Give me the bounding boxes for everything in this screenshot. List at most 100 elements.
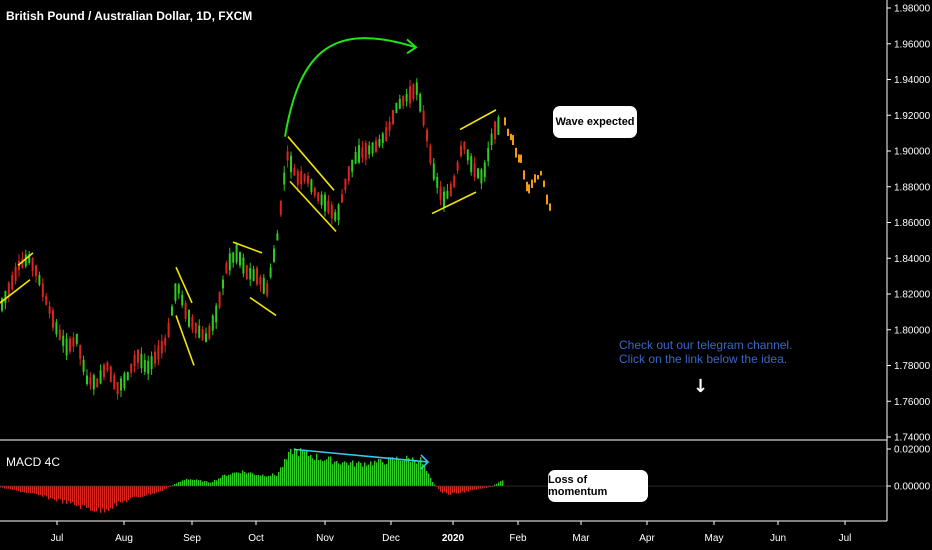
time-tick-label: Sep — [183, 533, 201, 544]
macd-bar — [168, 486, 170, 488]
candle — [181, 294, 184, 306]
macd-bar — [10, 486, 12, 490]
macd-bar — [212, 482, 214, 487]
macd-bar — [194, 479, 196, 487]
candle — [395, 102, 398, 114]
macd-bar — [430, 477, 432, 487]
candle — [35, 265, 37, 277]
macd-bar — [14, 486, 16, 490]
candle — [7, 283, 10, 297]
candle — [92, 375, 95, 390]
macd-bar — [22, 486, 24, 492]
macd-bar — [234, 472, 236, 487]
macd-bar — [398, 458, 400, 487]
macd-bar — [338, 463, 340, 487]
macd-bar — [92, 486, 94, 512]
macd-bar — [272, 473, 274, 487]
macd-bar — [220, 477, 222, 487]
candle — [320, 194, 323, 206]
time-tick-label: Mar — [572, 533, 590, 544]
macd-bar — [6, 486, 8, 489]
projection-candle — [526, 181, 528, 192]
candle — [167, 322, 170, 337]
macd-bar — [428, 473, 430, 487]
macd-bar — [316, 453, 318, 487]
macd-bar — [498, 482, 500, 487]
macd-bar — [148, 486, 150, 494]
macd-bar — [446, 486, 448, 494]
macd-bar — [396, 456, 398, 487]
price-tick-label: 1.94000 — [894, 75, 931, 86]
candle — [24, 254, 27, 267]
macd-bar — [108, 486, 110, 511]
macd-title: MACD 4C — [6, 455, 61, 469]
macd-bar — [230, 474, 232, 487]
time-tick-label: Nov — [316, 533, 334, 544]
candle — [89, 377, 92, 385]
candle — [296, 170, 299, 185]
macd-bar — [444, 486, 446, 492]
price-tick-label: 1.76000 — [894, 397, 931, 408]
macd-bar — [236, 472, 238, 487]
macd-bar — [390, 457, 392, 487]
macd-bar — [328, 456, 330, 487]
candle — [368, 145, 371, 155]
macd-bar — [478, 486, 480, 489]
candle — [120, 378, 122, 391]
candle — [106, 362, 109, 371]
macd-bar — [208, 482, 210, 487]
macd-bar — [128, 486, 130, 501]
projection-candle — [534, 174, 536, 183]
candle — [477, 168, 479, 179]
candle — [130, 363, 133, 373]
candle — [188, 309, 190, 327]
macd-bar — [242, 470, 244, 487]
macd-bar — [278, 471, 280, 487]
price-annotations — [0, 37, 497, 366]
macd-bar — [342, 462, 344, 487]
candle — [480, 169, 483, 184]
candle — [300, 171, 303, 185]
time-tick-label: Jul — [839, 533, 852, 544]
candle — [96, 378, 99, 388]
candle — [266, 283, 269, 296]
macd-bar — [322, 461, 324, 487]
macd-bar — [308, 455, 310, 487]
macd-bar — [276, 476, 278, 487]
chart-title: British Pound / Australian Dollar, 1D, F… — [6, 9, 253, 23]
macd-bar — [450, 486, 452, 495]
macd-bar — [414, 460, 416, 487]
candle — [470, 155, 473, 173]
macd-bar — [96, 486, 98, 512]
macd-bar — [488, 486, 490, 488]
macd-bar — [406, 455, 408, 487]
candle — [405, 93, 408, 102]
macd-bar — [116, 486, 118, 507]
macd-bar — [364, 462, 366, 487]
projection-candle — [510, 133, 512, 141]
projection-candle — [546, 194, 548, 205]
macd-bar — [120, 486, 122, 503]
macd-bar — [104, 486, 106, 513]
candle — [483, 162, 486, 178]
macd-bar — [166, 486, 168, 489]
candle — [171, 306, 173, 316]
macd-bar — [28, 486, 30, 493]
candle — [222, 279, 224, 289]
candle — [409, 86, 411, 104]
candle — [283, 172, 286, 185]
macd-bar — [310, 454, 312, 487]
macd-tick-label: 0.02000 — [894, 445, 931, 456]
macd-bar — [418, 461, 420, 487]
candle — [432, 163, 435, 180]
candle — [337, 204, 340, 221]
macd-bar — [50, 486, 52, 498]
macd-bar — [416, 463, 418, 487]
macd-bar — [442, 486, 444, 494]
candle — [303, 174, 306, 182]
macd-bar — [468, 486, 470, 492]
macd-bar — [362, 466, 364, 487]
macd-bar — [464, 486, 466, 493]
candle — [55, 322, 58, 335]
macd-bar — [404, 459, 406, 487]
